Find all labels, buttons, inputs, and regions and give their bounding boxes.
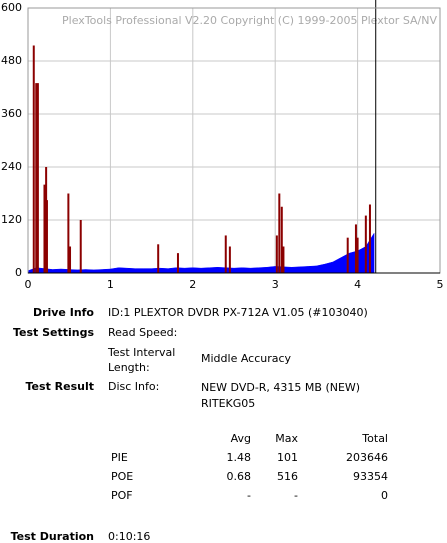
table-cell: 0.68	[226, 470, 252, 483]
value: 0:10:16	[108, 530, 151, 543]
table-cell: 516	[277, 470, 298, 483]
x-tick-label: 1	[107, 278, 114, 291]
table-cell: Max	[275, 432, 298, 445]
label: Test Settings	[12, 326, 94, 339]
x-tick-label: 2	[189, 278, 196, 291]
y-tick-label: 480	[1, 54, 22, 67]
table-cell: Total	[362, 432, 388, 445]
label: Drive Info	[32, 306, 94, 319]
chart-title: PlexTools Professional V2.20 Copyright (…	[62, 14, 437, 27]
label: Disc Info:	[108, 380, 160, 393]
y-tick-label: 0	[15, 266, 22, 279]
chart: 0 120 240 360 480 600 0 1 2 3 4 5 PlexTools Professi…	[1, 0, 444, 291]
y-tick-label: 360	[1, 107, 22, 120]
table-cell: 203646	[346, 451, 388, 464]
y-tick-label: 240	[1, 160, 22, 173]
table-cell: PIE	[111, 451, 128, 464]
value: NEW DVD-R, 4315 MB (NEW) RITEKG05	[201, 381, 361, 410]
x-tick-label: 3	[272, 278, 279, 291]
table-cell: Avg	[230, 432, 251, 445]
table-cell: POE	[111, 470, 134, 483]
value: Middle Accuracy	[201, 352, 292, 365]
table-cell: 0	[381, 489, 388, 502]
label: Read Speed:	[108, 326, 178, 339]
x-tick-label: 4	[354, 278, 361, 291]
y-tick-label: 120	[1, 213, 22, 226]
table-cell: 1.48	[226, 451, 252, 464]
x-tick-label: 5	[437, 278, 444, 291]
table-cell: -	[247, 489, 251, 502]
table-cell: 101	[277, 451, 298, 464]
plot-border	[27, 7, 441, 274]
value: ID:1 PLEXTOR DVDR PX-712A V1.05 (#103040…	[108, 306, 368, 319]
x-tick-label: 0	[25, 278, 32, 291]
table-cell: POF	[111, 489, 133, 502]
label: Test Interval Length:	[108, 346, 176, 374]
y-tick-label: 600	[1, 1, 22, 14]
label: Test Result	[25, 380, 94, 393]
table-cell: 93354	[353, 470, 388, 483]
table-cell: -	[294, 489, 298, 502]
label: Test Duration	[10, 530, 94, 543]
